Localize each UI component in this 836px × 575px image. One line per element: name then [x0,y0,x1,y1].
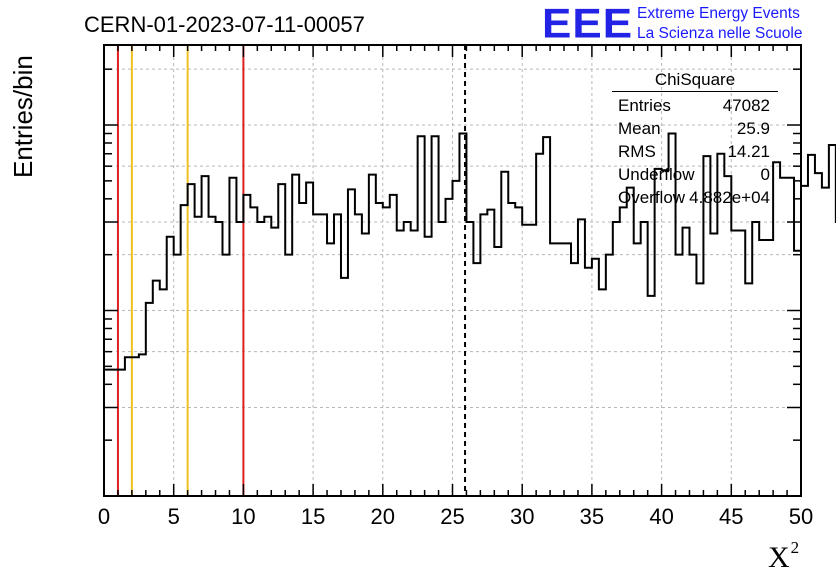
x-tick-label: 20 [371,504,395,529]
axis-ticks [103,45,802,496]
stats-value: 4.882e+04 [689,188,770,207]
x-tick-label: 35 [580,504,604,529]
stats-row: Entries 47082 [612,94,778,117]
x-tick-label: 0 [98,504,110,529]
x-tick-label: 5 [168,504,180,529]
y-axis-label: Entries/bin [8,55,38,178]
x-tick-labels: 0 5 10 15 20 25 30 35 40 45 50 [98,504,813,529]
stats-value: 25.9 [736,119,770,138]
x-tick-label: 45 [719,504,743,529]
marker-lines [116,45,467,496]
stats-row: RMS 14.21 [612,140,778,163]
stats-key: Mean [618,119,661,138]
histogram-line [104,132,836,371]
stats-key: Underflow [618,165,695,184]
stats-row: Mean 25.9 [612,117,778,140]
stats-title: ChiSquare [612,70,778,92]
x-axis-label: X2 [768,538,799,575]
x-tick-label: 10 [231,504,255,529]
stats-key: Overflow [618,188,686,207]
logo-caption-line2: La Scienza nelle Scuole [637,25,803,42]
stats-key: RMS [618,142,656,161]
x-tick-label: 50 [789,504,813,529]
stats-value: 0 [760,165,770,184]
stats-value: 14.21 [727,142,770,161]
eee-logo: EEE [542,0,634,47]
stats-key: Entries [618,96,671,115]
x-tick-label: 40 [649,504,673,529]
stats-row: Underflow 0 [612,163,778,186]
x-tick-label: 15 [301,504,325,529]
stats-value: 47082 [722,96,770,115]
stats-box: ChiSquare Entries 47082 Mean 25.9 RMS 14.21… [612,70,778,209]
x-tick-label: 30 [510,504,534,529]
x-axis-label-base: X [768,541,790,574]
logo-caption-line1: Extreme Energy Events [637,5,800,22]
stats-row: Overflow 4.882e+04 [612,186,778,209]
logo-caption: Extreme Energy Events La Scienza nelle S… [637,4,802,44]
x-axis-label-superscript: 2 [790,538,800,557]
run-title: CERN-01-2023-07-11-00057 [84,12,365,37]
x-tick-label: 25 [440,504,464,529]
grid-lines [104,45,801,496]
